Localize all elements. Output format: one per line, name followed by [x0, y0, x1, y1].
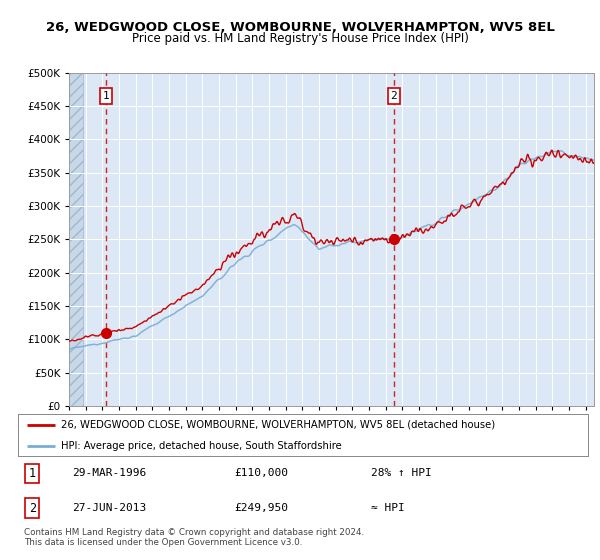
- Text: £249,950: £249,950: [235, 503, 289, 513]
- Text: HPI: Average price, detached house, South Staffordshire: HPI: Average price, detached house, Sout…: [61, 441, 341, 451]
- Text: 26, WEDGWOOD CLOSE, WOMBOURNE, WOLVERHAMPTON, WV5 8EL (detached house): 26, WEDGWOOD CLOSE, WOMBOURNE, WOLVERHAM…: [61, 420, 495, 430]
- Text: ≈ HPI: ≈ HPI: [371, 503, 405, 513]
- Text: Contains HM Land Registry data © Crown copyright and database right 2024.
This d: Contains HM Land Registry data © Crown c…: [24, 528, 364, 547]
- Text: 28% ↑ HPI: 28% ↑ HPI: [371, 468, 432, 478]
- Text: 2: 2: [29, 502, 36, 515]
- Text: 1: 1: [103, 91, 110, 101]
- Text: 26, WEDGWOOD CLOSE, WOMBOURNE, WOLVERHAMPTON, WV5 8EL: 26, WEDGWOOD CLOSE, WOMBOURNE, WOLVERHAM…: [46, 21, 554, 34]
- Text: 29-MAR-1996: 29-MAR-1996: [72, 468, 146, 478]
- Bar: [69, 73, 83, 406]
- Text: Price paid vs. HM Land Registry's House Price Index (HPI): Price paid vs. HM Land Registry's House …: [131, 32, 469, 45]
- Text: 27-JUN-2013: 27-JUN-2013: [72, 503, 146, 513]
- Text: 2: 2: [391, 91, 397, 101]
- Text: 1: 1: [29, 467, 36, 480]
- Text: £110,000: £110,000: [235, 468, 289, 478]
